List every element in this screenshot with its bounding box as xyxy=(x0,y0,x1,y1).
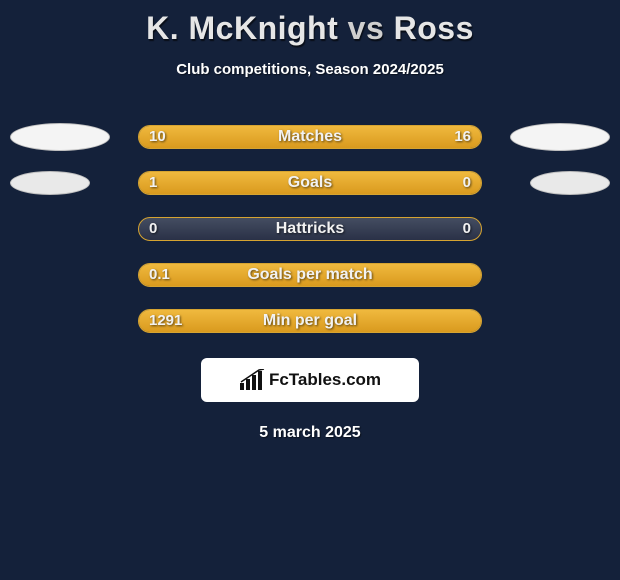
team-badge-right xyxy=(530,171,610,195)
bars-icon xyxy=(239,369,265,391)
team-badge-left xyxy=(10,171,90,195)
stat-value-left: 0 xyxy=(149,218,157,240)
stat-row: 1291Min per goal xyxy=(0,298,620,344)
comparison-title: K. McKnight vs Ross xyxy=(0,0,620,47)
stat-bar: 1016Matches xyxy=(138,125,482,149)
team-badge-left xyxy=(10,123,110,151)
stat-row: 1016Matches xyxy=(0,114,620,160)
brand-badge: FcTables.com xyxy=(201,358,419,402)
subtitle: Club competitions, Season 2024/2025 xyxy=(0,61,620,78)
team-badge-right xyxy=(510,123,610,151)
stat-bar: 0.1Goals per match xyxy=(138,263,482,287)
vs-text: vs xyxy=(348,10,385,46)
brand-text: FcTables.com xyxy=(269,370,381,390)
comparison-chart: 1016Matches10Goals00Hattricks0.1Goals pe… xyxy=(0,114,620,344)
stat-bar: 10Goals xyxy=(138,171,482,195)
stat-row: 10Goals xyxy=(0,160,620,206)
stat-row: 0.1Goals per match xyxy=(0,252,620,298)
player2-name: Ross xyxy=(394,10,474,46)
stat-value-left: 1 xyxy=(149,172,157,194)
bar-fill-left xyxy=(139,172,399,194)
stat-value-right: 0 xyxy=(463,218,471,240)
stat-label: Hattricks xyxy=(139,218,481,240)
stat-value-left: 1291 xyxy=(149,310,182,332)
snapshot-date: 5 march 2025 xyxy=(0,424,620,442)
stat-value-right: 16 xyxy=(454,126,471,148)
bar-fill-left xyxy=(139,310,481,332)
stat-bar: 0 0Hattricks xyxy=(138,217,482,241)
stat-bar: 1291Min per goal xyxy=(138,309,482,333)
player1-name: K. McKnight xyxy=(146,10,338,46)
stat-row: 0 0Hattricks xyxy=(0,206,620,252)
stat-value-left: 10 xyxy=(149,126,166,148)
bar-fill-left xyxy=(139,264,481,286)
bar-fill-right xyxy=(271,126,481,148)
stat-value-left: 0.1 xyxy=(149,264,170,286)
stat-value-right: 0 xyxy=(463,172,471,194)
